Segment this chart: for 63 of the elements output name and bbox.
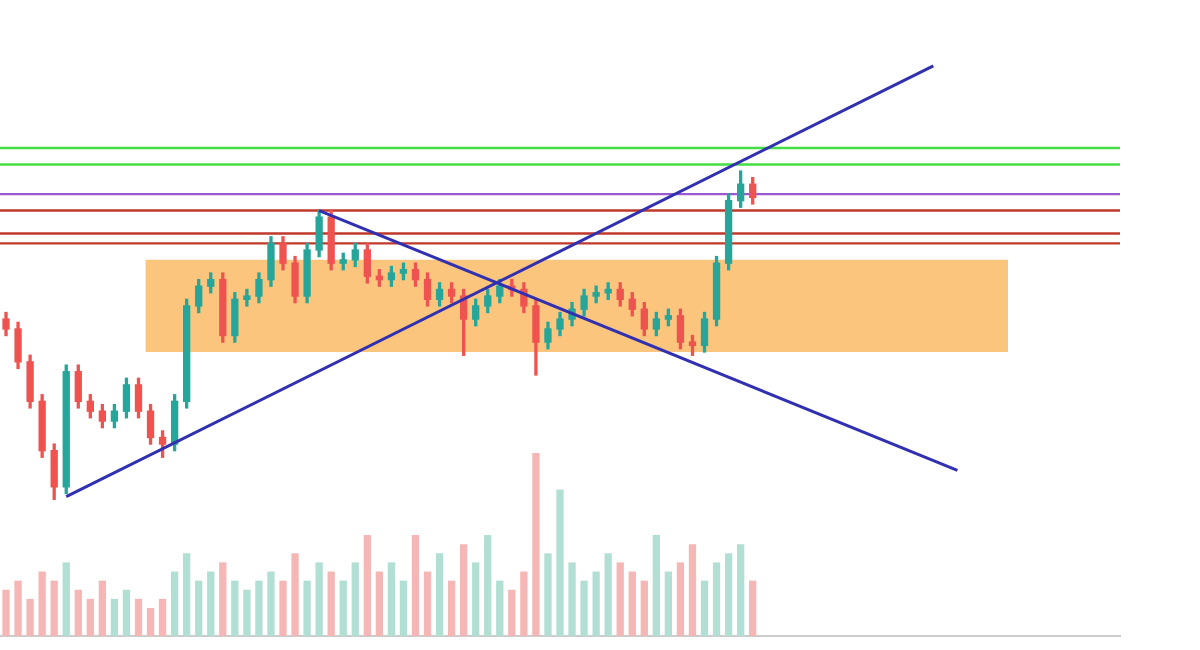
bar [616,562,624,636]
bar [520,571,528,636]
bar [484,535,492,636]
bar [423,571,432,636]
bar [339,580,347,636]
bar [544,553,552,636]
bar [532,452,540,636]
bar [592,571,600,636]
bar [351,562,359,636]
bar [580,580,588,636]
bar [243,589,251,636]
bar [98,580,107,636]
bar [411,535,420,636]
bar [447,580,456,636]
bar [134,598,143,636]
bar [2,589,10,636]
bar [146,607,155,636]
bar [231,580,239,636]
bar [399,580,408,636]
bar [700,580,709,636]
bar [375,571,384,636]
bar [86,598,94,636]
bar [604,553,612,636]
bar [62,562,70,636]
bar [460,544,468,636]
bar [712,562,721,636]
bar [219,562,227,636]
bar [315,562,323,636]
bar [435,553,444,636]
bar [255,580,263,636]
bar [170,571,179,636]
bar [556,489,564,636]
bar [38,571,46,636]
bar [195,580,203,636]
bar [688,544,697,636]
bar [664,571,673,636]
bar [327,571,335,636]
bar [14,580,22,636]
bar [568,562,576,636]
bar [676,562,685,636]
bar [387,562,396,636]
bar [724,553,733,636]
bar [207,571,215,636]
bar [50,580,58,636]
bar [652,535,660,636]
bar [26,598,34,636]
bar [279,580,287,636]
bar [749,580,757,636]
bar [736,544,745,636]
bar [74,589,82,636]
bar [628,571,636,636]
bar [158,598,167,636]
bar [472,562,480,636]
bar [291,553,299,636]
bar [303,580,311,636]
bar [640,580,648,636]
bar [110,598,119,636]
bar [508,589,516,636]
bar [267,571,275,636]
bar [363,535,371,636]
bar [496,580,504,636]
bar [183,553,191,636]
bar [122,589,131,636]
